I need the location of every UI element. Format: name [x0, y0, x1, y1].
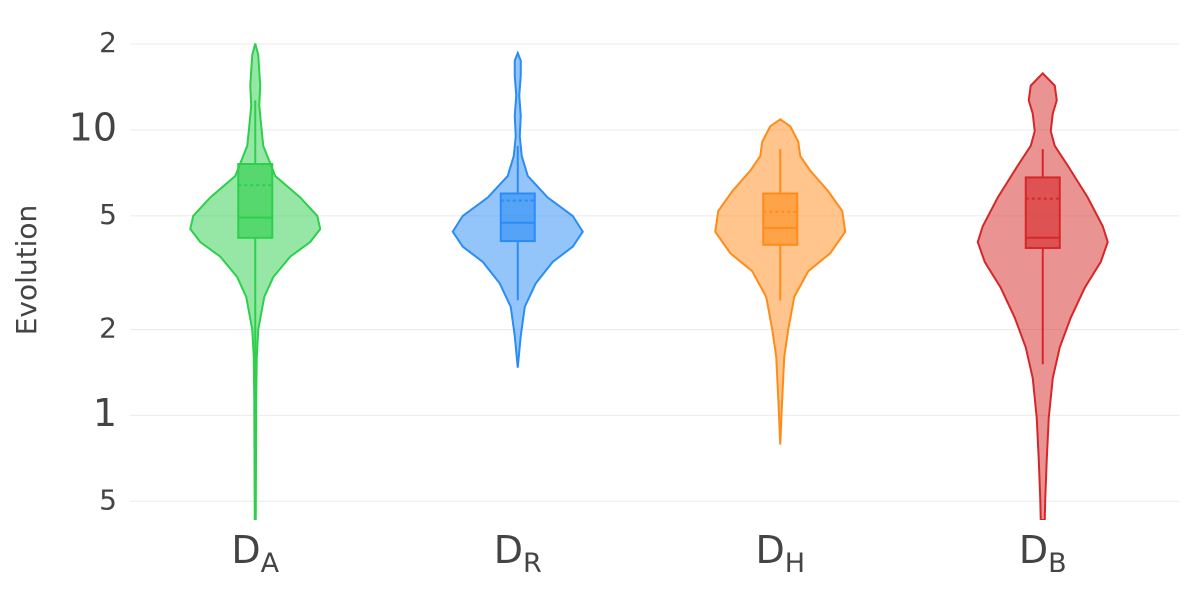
y-tick-label: 5 — [99, 198, 117, 231]
category-base: D — [494, 528, 523, 572]
category-subscript: H — [785, 548, 805, 579]
box — [762, 192, 799, 246]
y-tick-label: 10 — [69, 105, 117, 149]
box — [237, 162, 274, 239]
category-base: D — [755, 528, 784, 572]
y-tick-label: 2 — [99, 311, 117, 344]
x-tick-label: DH — [755, 528, 805, 579]
x-tick-label: DA — [231, 528, 279, 579]
category-subscript: R — [523, 548, 542, 579]
y-tick-label: 5 — [99, 483, 117, 516]
x-tick-label: DR — [494, 528, 542, 579]
plot-area — [189, 43, 1109, 520]
box — [1024, 176, 1061, 249]
category-base: D — [1019, 528, 1048, 572]
category-base: D — [231, 528, 260, 572]
box — [499, 192, 536, 243]
category-subscript: A — [261, 548, 280, 579]
y-tick-label: 1 — [93, 391, 117, 435]
x-tick-label: DB — [1019, 528, 1067, 579]
y-tick-label: 2 — [99, 26, 117, 59]
y-axis-title: Evolution — [10, 205, 43, 336]
category-subscript: B — [1048, 548, 1067, 579]
